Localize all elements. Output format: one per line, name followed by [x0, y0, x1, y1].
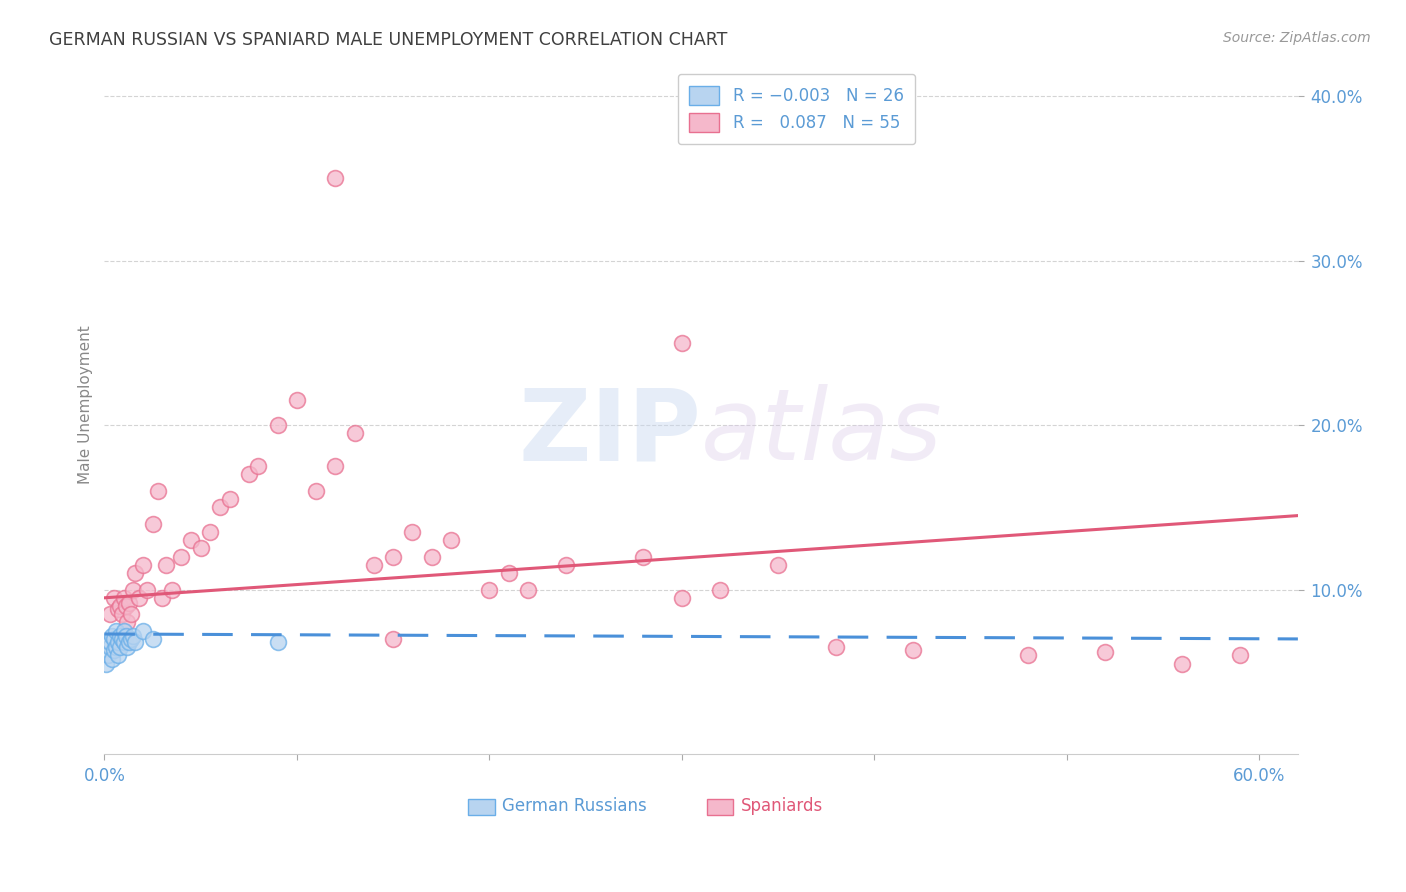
Point [208, 500, 231, 515]
Point [124, 566, 146, 581]
Point [247, 459, 270, 474]
Point [141, 516, 163, 531]
Point [150, 591, 173, 605]
Point [104, 624, 127, 638]
Point [200, 524, 222, 539]
Point [118, 596, 141, 610]
Point [132, 558, 155, 572]
Legend: R = −0.003   N = 26, R =   0.087   N = 55: R = −0.003 N = 26, R = 0.087 N = 55 [678, 74, 915, 145]
Point [103, 591, 125, 605]
Text: atlas: atlas [702, 384, 943, 481]
Point [112, 635, 135, 649]
Point [108, 599, 131, 613]
Point [825, 640, 848, 655]
Point [238, 467, 260, 482]
Point [555, 558, 578, 572]
Point [1094, 645, 1116, 659]
Point [118, 635, 141, 649]
Text: ZIP: ZIP [519, 384, 702, 481]
Point [98, 635, 121, 649]
Point [120, 632, 142, 646]
Point [325, 171, 347, 186]
Point [325, 459, 347, 474]
Point [305, 483, 328, 498]
Point [103, 643, 125, 657]
Point [107, 635, 129, 649]
Point [98, 607, 121, 622]
FancyBboxPatch shape [707, 799, 734, 815]
Point [111, 632, 134, 646]
Point [1171, 657, 1194, 671]
Point [135, 582, 157, 597]
Point [128, 591, 150, 605]
Point [170, 549, 193, 564]
Point [401, 524, 423, 539]
Point [516, 582, 538, 597]
Point [98, 640, 121, 655]
Point [107, 648, 129, 663]
Point [382, 632, 405, 646]
Point [671, 335, 693, 350]
Point [114, 629, 136, 643]
Text: Spaniards: Spaniards [741, 797, 823, 815]
Point [117, 615, 139, 630]
Point [104, 640, 127, 655]
Point [117, 640, 139, 655]
Point [111, 607, 134, 622]
Point [266, 418, 288, 433]
Point [148, 483, 170, 498]
Point [141, 632, 163, 646]
Text: Source: ZipAtlas.com: Source: ZipAtlas.com [1223, 31, 1371, 45]
Point [440, 533, 463, 548]
Point [108, 640, 131, 655]
Point [498, 566, 520, 581]
Point [218, 492, 240, 507]
Point [363, 558, 385, 572]
Point [97, 648, 120, 663]
Text: GERMAN RUSSIAN VS SPANIARD MALE UNEMPLOYMENT CORRELATION CHART: GERMAN RUSSIAN VS SPANIARD MALE UNEMPLOY… [49, 31, 727, 49]
Point [671, 591, 693, 605]
Y-axis label: Male Unemployment: Male Unemployment [79, 326, 93, 484]
FancyBboxPatch shape [468, 799, 495, 815]
Text: German Russians: German Russians [502, 797, 647, 815]
Point [132, 624, 155, 638]
Point [1229, 648, 1251, 663]
Point [107, 602, 129, 616]
Point [155, 558, 177, 572]
Point [266, 635, 288, 649]
Point [478, 582, 501, 597]
Point [285, 393, 308, 408]
Point [709, 582, 731, 597]
Point [114, 599, 136, 613]
Point [1017, 648, 1039, 663]
Point [633, 549, 655, 564]
Point [103, 632, 125, 646]
Point [124, 635, 146, 649]
Point [101, 651, 124, 665]
Point [160, 582, 183, 597]
Point [420, 549, 443, 564]
Point [101, 629, 124, 643]
Point [122, 582, 145, 597]
Point [180, 533, 202, 548]
Point [122, 629, 145, 643]
Point [190, 541, 212, 556]
Point [901, 643, 924, 657]
Point [108, 629, 131, 643]
Point [112, 591, 135, 605]
Point [120, 607, 142, 622]
Point [343, 426, 366, 441]
Point [112, 624, 135, 638]
Point [382, 549, 405, 564]
Point [96, 657, 118, 671]
Point [766, 558, 789, 572]
